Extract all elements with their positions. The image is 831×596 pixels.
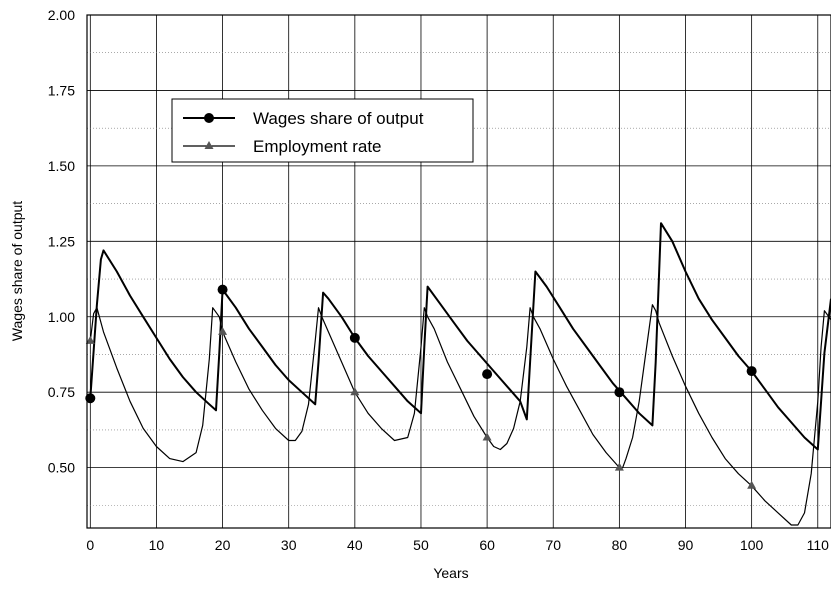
- series-line-employment: [89, 304, 831, 526]
- x-tick-labels: 0 10 20 30 40 50 60 70 80 90 100 110: [86, 537, 829, 553]
- series-lines: [89, 222, 831, 526]
- legend-marker-wages: [204, 113, 214, 123]
- x-tick-label: 40: [347, 537, 363, 553]
- x-tick-label: 80: [612, 537, 628, 553]
- legend: Wages share of output Employment rate: [171, 98, 474, 163]
- y-axis-title: Wages share of output: [9, 201, 25, 341]
- wages-data-point: [217, 284, 228, 295]
- x-tick-label: 110: [807, 537, 830, 553]
- wages-data-point: [746, 366, 757, 377]
- y-tick-label: 1.25: [48, 233, 75, 249]
- x-tick-label: 60: [479, 537, 495, 553]
- series-line-wages: [89, 222, 831, 451]
- legend-label-employment: Employment rate: [253, 137, 382, 156]
- employment-data-point: [85, 335, 95, 344]
- legend-label-wages: Wages share of output: [253, 109, 424, 128]
- series-markers: [85, 284, 757, 489]
- legend-marker-employment: [204, 141, 214, 149]
- employment-data-point: [350, 387, 360, 396]
- plot-frame: [86, 14, 831, 529]
- x-tick-label: 30: [281, 537, 297, 553]
- employment-data-point: [614, 462, 624, 471]
- wages-data-point: [482, 369, 493, 380]
- y-tick-label: 2.00: [48, 7, 75, 23]
- y-tick-label: 1.75: [48, 82, 75, 98]
- legend-box: [171, 98, 474, 163]
- employment-data-point: [747, 480, 757, 489]
- y-tick-label: 1.00: [48, 309, 75, 325]
- x-tick-label: 0: [86, 537, 94, 553]
- x-tick-label: 50: [413, 537, 429, 553]
- plot-area: [87, 15, 831, 528]
- x-tick-label: 70: [545, 537, 561, 553]
- y-tick-labels: 0.50 0.75 1.00 1.25 1.50 1.75 2.00: [48, 7, 75, 476]
- employment-data-point: [218, 326, 228, 335]
- employment-data-point: [482, 432, 492, 441]
- wages-data-point: [349, 332, 360, 343]
- y-tick-label: 0.50: [48, 460, 75, 476]
- x-tick-label: 90: [678, 537, 694, 553]
- wages-data-point: [614, 387, 625, 398]
- x-tick-label: 20: [215, 537, 231, 553]
- x-tick-label: 100: [740, 537, 764, 553]
- x-tick-label: 10: [149, 537, 165, 553]
- wages-data-point: [85, 393, 96, 404]
- y-tick-label: 0.75: [48, 384, 75, 400]
- x-axis-title: Years: [433, 565, 468, 581]
- y-tick-label: 1.50: [48, 158, 75, 174]
